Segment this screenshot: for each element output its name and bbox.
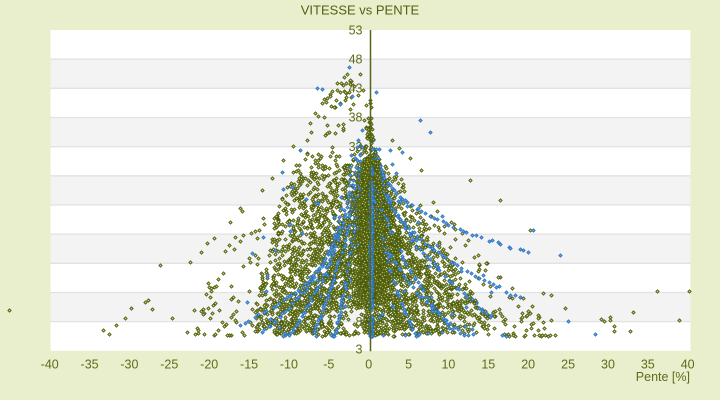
svg-text:18: 18 (349, 227, 363, 241)
svg-text:53: 53 (349, 24, 363, 38)
svg-text:-10: -10 (280, 358, 298, 372)
svg-text:33: 33 (349, 140, 363, 154)
svg-text:VITESSE vs PENTE: VITESSE vs PENTE (301, 3, 420, 18)
svg-text:-25: -25 (160, 358, 178, 372)
svg-text:-40: -40 (41, 358, 59, 372)
svg-text:3: 3 (356, 343, 363, 357)
svg-text:43: 43 (349, 82, 363, 96)
svg-text:Pente [%]: Pente [%] (636, 370, 690, 384)
svg-text:25: 25 (561, 358, 575, 372)
svg-text:23: 23 (349, 198, 363, 212)
svg-text:48: 48 (349, 52, 363, 66)
svg-text:-35: -35 (81, 358, 99, 372)
svg-text:28: 28 (349, 169, 363, 183)
svg-text:-5: -5 (323, 358, 334, 372)
svg-text:0: 0 (365, 358, 372, 372)
svg-text:30: 30 (601, 358, 615, 372)
svg-text:-20: -20 (200, 358, 218, 372)
svg-text:15: 15 (481, 358, 495, 372)
svg-text:8: 8 (356, 315, 363, 329)
svg-text:-30: -30 (120, 358, 138, 372)
svg-text:10: 10 (441, 358, 455, 372)
svg-text:5: 5 (405, 358, 412, 372)
svg-text:-15: -15 (240, 358, 258, 372)
svg-text:13: 13 (349, 286, 363, 300)
svg-text:20: 20 (521, 358, 535, 372)
svg-text:38: 38 (349, 111, 363, 125)
